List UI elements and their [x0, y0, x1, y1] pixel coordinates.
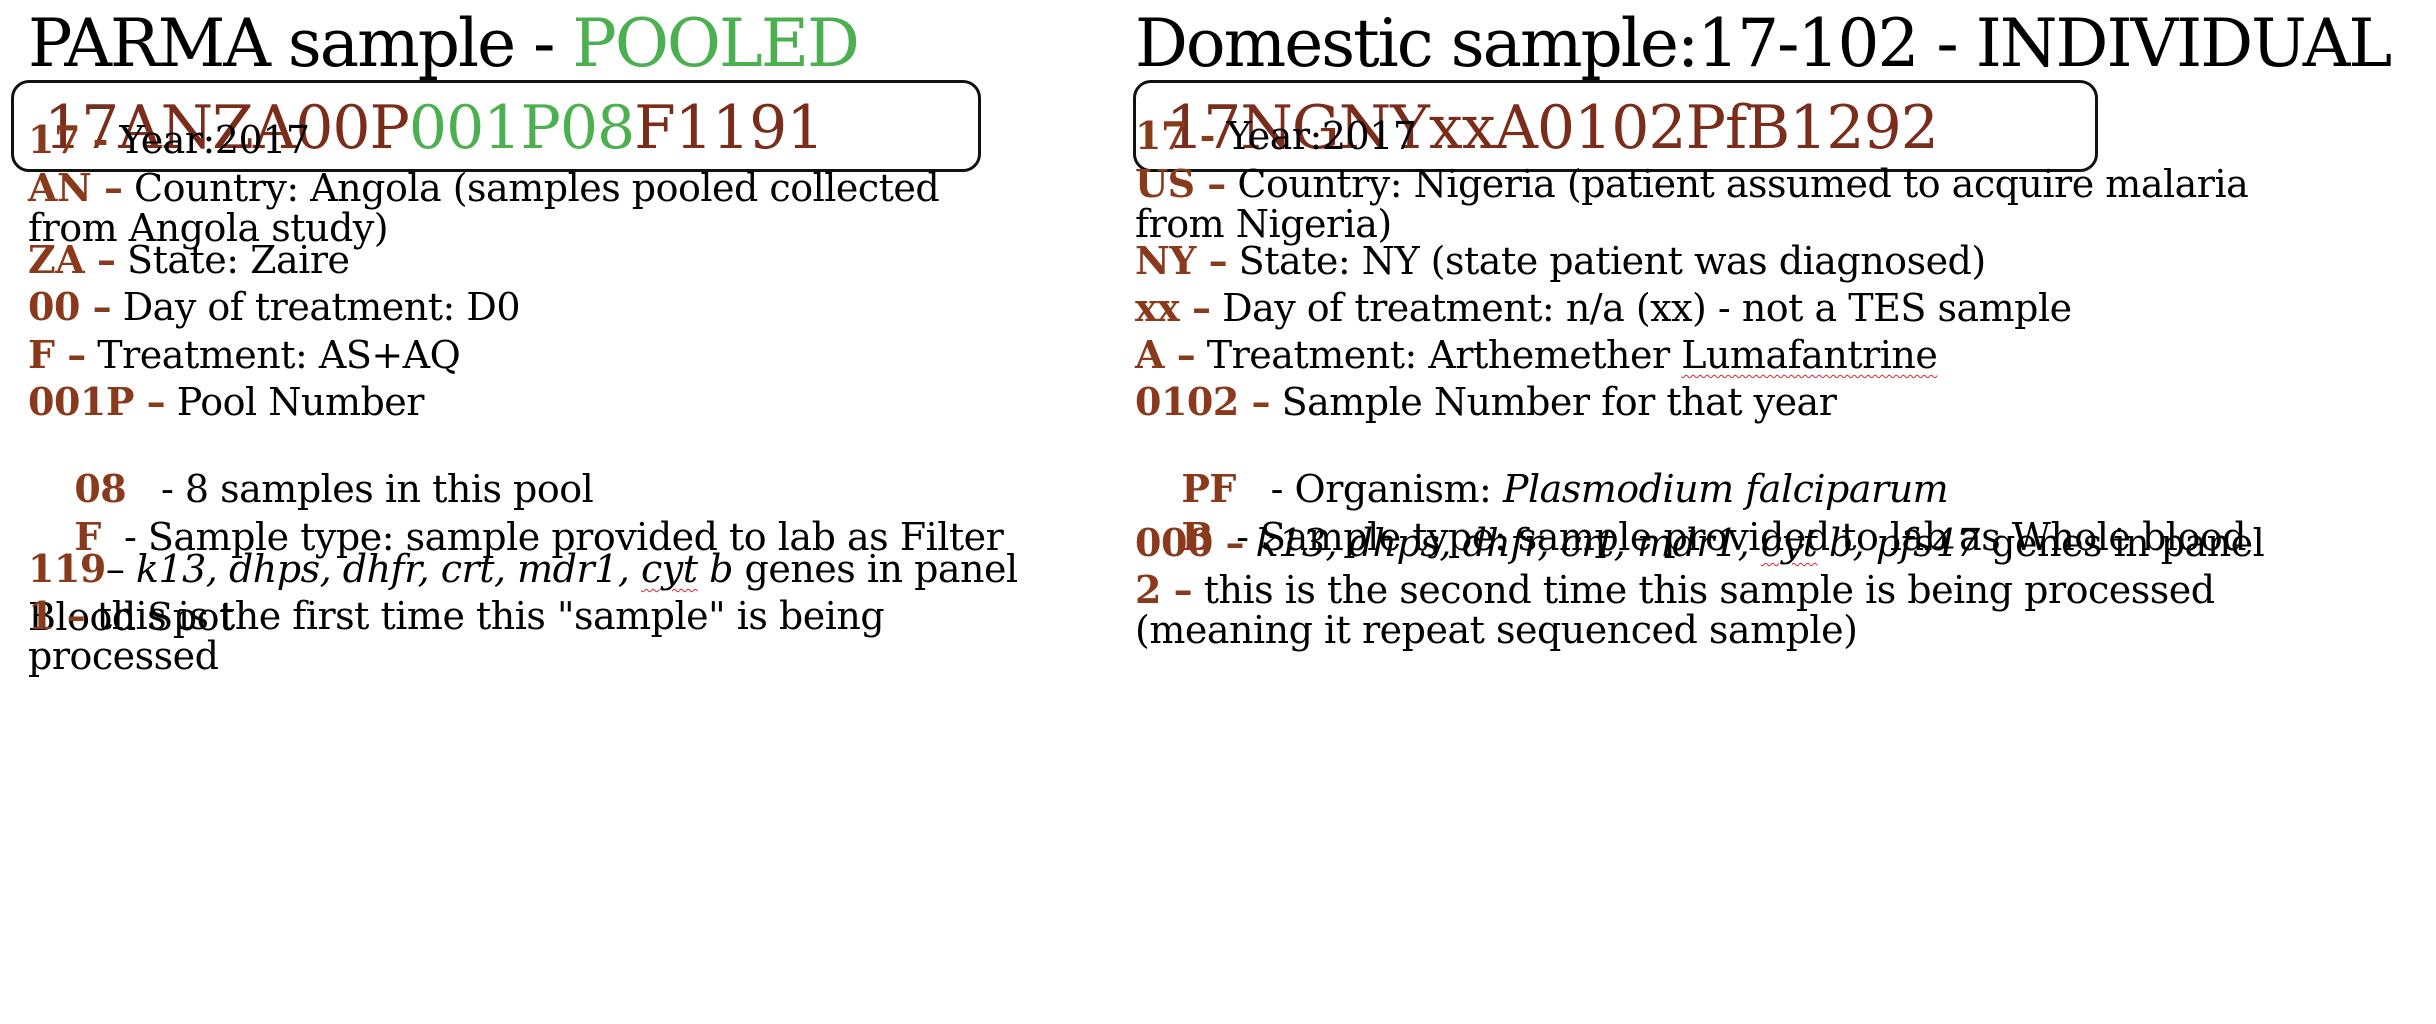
gene-list-end: b, pfs47 [1817, 521, 1980, 565]
legend-item-state: NY – State: NY (state patient was diagno… [1135, 238, 1987, 283]
drug-name-flagged: Lumafantrine [1681, 333, 1938, 377]
item-key: 08 [74, 466, 127, 511]
item-text-continued: from Angola study) [28, 206, 389, 250]
item-text: Year:2017 [1214, 114, 1417, 158]
item-text: - Sample type: sample provided to lab as… [1212, 515, 2247, 559]
item-text: Treatment: AS+AQ [85, 333, 461, 377]
sample-code: 17NGNYxxA0102PfB1292 [1166, 91, 1939, 165]
legend-item-genes: 119– k13, dhps, dhfr, crt, mdr1, cyt b g… [28, 546, 1019, 591]
item-key: 17 - [28, 117, 108, 162]
item-key: US – [1135, 161, 1226, 206]
legend-item-pool-size: 08 - 8 samples in this pool [28, 429, 593, 549]
item-text: – [105, 547, 136, 591]
item-text: Country: Angola (samples pooled collecte… [122, 166, 940, 210]
legend-item-country: US – Country: Nigeria (patient assumed t… [1135, 161, 2249, 246]
item-key: AN – [28, 165, 123, 210]
item-key: 17 - [1135, 113, 1215, 158]
item-key: 001P – [28, 379, 166, 424]
pooled-sample-title: PARMA sample - POOLED [28, 2, 860, 86]
title-accent: POOLED [572, 5, 860, 82]
code-part-1: 17ANZA00P [44, 93, 410, 163]
item-key: 1 – [28, 593, 86, 638]
legend-item-state: ZA – State: Zaire [28, 237, 350, 282]
item-text: Sample Number for that year [1270, 380, 1837, 424]
legend-item-sample-number: 0102 – Sample Number for that year [1135, 379, 1837, 424]
gene-list: k13, dhps, dhfr, crt, mdr1, [135, 547, 641, 591]
gene-list-end: b [697, 547, 733, 591]
item-text-after: genes in panel [732, 547, 1019, 591]
legend-item-processing: 2 – this is the second time this sample … [1135, 567, 2215, 652]
item-text: - Sample type: sample provided to lab as… [100, 515, 1004, 559]
item-key: F [74, 514, 101, 559]
legend-item-pool: 001P – Pool Number [28, 379, 425, 424]
sample-code-box: 17NGNYxxA0102PfB1292 [1133, 80, 2098, 172]
legend-item-genes: 000 – k13, dhps, dhfr, crt, mdr1, cyt b,… [1135, 520, 2265, 565]
item-text-continued: (meaning it repeat sequenced sample) [1135, 608, 1858, 652]
code-part-3: F1191 [634, 93, 824, 163]
item-text-continued: processed [28, 634, 219, 678]
item-text: State: NY (state patient was diagnosed) [1227, 239, 1987, 283]
item-key: PF [1181, 466, 1236, 511]
item-text: this is the second time this sample is b… [1192, 568, 2215, 612]
item-text: - 8 samples in this pool [126, 467, 594, 511]
item-key: 0102 – [1135, 379, 1271, 424]
legend-item-processing: 1 – this is the first time this "sample"… [28, 593, 885, 678]
item-key: 000 – [1135, 520, 1245, 565]
legend-item-year: 17 - Year:2017 [28, 117, 310, 162]
item-key: F – [28, 332, 86, 377]
legend-item-sample-type: F - Sample type: sample provided to lab … [28, 477, 1004, 717]
item-key: xx – [1135, 285, 1211, 330]
item-text [1244, 521, 1256, 565]
legend-item-country: AN – Country: Angola (samples pooled col… [28, 165, 940, 250]
item-text: - Organism: [1235, 467, 1503, 511]
code-part-2: 001P08 [408, 93, 635, 163]
item-text: Day of treatment: D0 [111, 285, 521, 329]
item-text: Country: Nigeria (patient assumed to acq… [1225, 162, 2249, 206]
gene-flagged: cyt [641, 547, 698, 591]
item-text: Treatment: Arthemether [1195, 333, 1682, 377]
item-text: Year:2017 [107, 118, 310, 162]
item-text-continued: from Nigeria) [1135, 202, 1392, 246]
legend-item-sample-type: B - Sample type: sample provided to lab … [1135, 477, 2246, 597]
code-text: 17NGNYxxA0102PfB1292 [1166, 93, 1939, 163]
sample-code: 17ANZA00P001P08F1191 [44, 91, 825, 165]
item-text-after: genes in panel [1979, 521, 2265, 565]
item-text: State: Zaire [115, 238, 350, 282]
item-key: 2 – [1135, 567, 1193, 612]
legend-item-treatment: A – Treatment: Arthemether Lumafantrine [1135, 332, 1938, 377]
legend-item-organism: PF - Organism: Plasmodium falciparum [1135, 429, 1948, 549]
gene-flagged: cyt [1760, 521, 1818, 565]
gene-list: k13, dhps, dhfr, crt, mdr1, [1255, 521, 1761, 565]
item-key: NY – [1135, 238, 1228, 283]
title-main: PARMA sample - [28, 5, 573, 82]
item-text: Day of treatment: n/a (xx) - not a TES s… [1210, 286, 2072, 330]
legend-item-day: xx – Day of treatment: n/a (xx) - not a … [1135, 285, 2072, 330]
legend-item-year: 17 - Year:2017 [1135, 113, 1417, 158]
legend-item-treatment: F – Treatment: AS+AQ [28, 332, 461, 377]
item-key: A – [1135, 332, 1196, 377]
sample-code-box: 17ANZA00P001P08F1191 [11, 80, 981, 172]
item-text: Pool Number [165, 380, 425, 424]
organism-name: Plasmodium falciparum [1502, 467, 1949, 511]
item-text-continued: Blood Spot [28, 595, 234, 639]
legend-item-day: 00 – Day of treatment: D0 [28, 284, 521, 329]
item-key: ZA – [28, 237, 116, 282]
individual-sample-title: Domestic sample:17-102 - INDIVIDUAL [1135, 5, 2392, 82]
item-key: 119 [28, 546, 106, 591]
item-key: B [1181, 514, 1213, 559]
item-text: this is the first time this "sample" is … [85, 594, 885, 638]
item-key: 00 – [28, 284, 112, 329]
